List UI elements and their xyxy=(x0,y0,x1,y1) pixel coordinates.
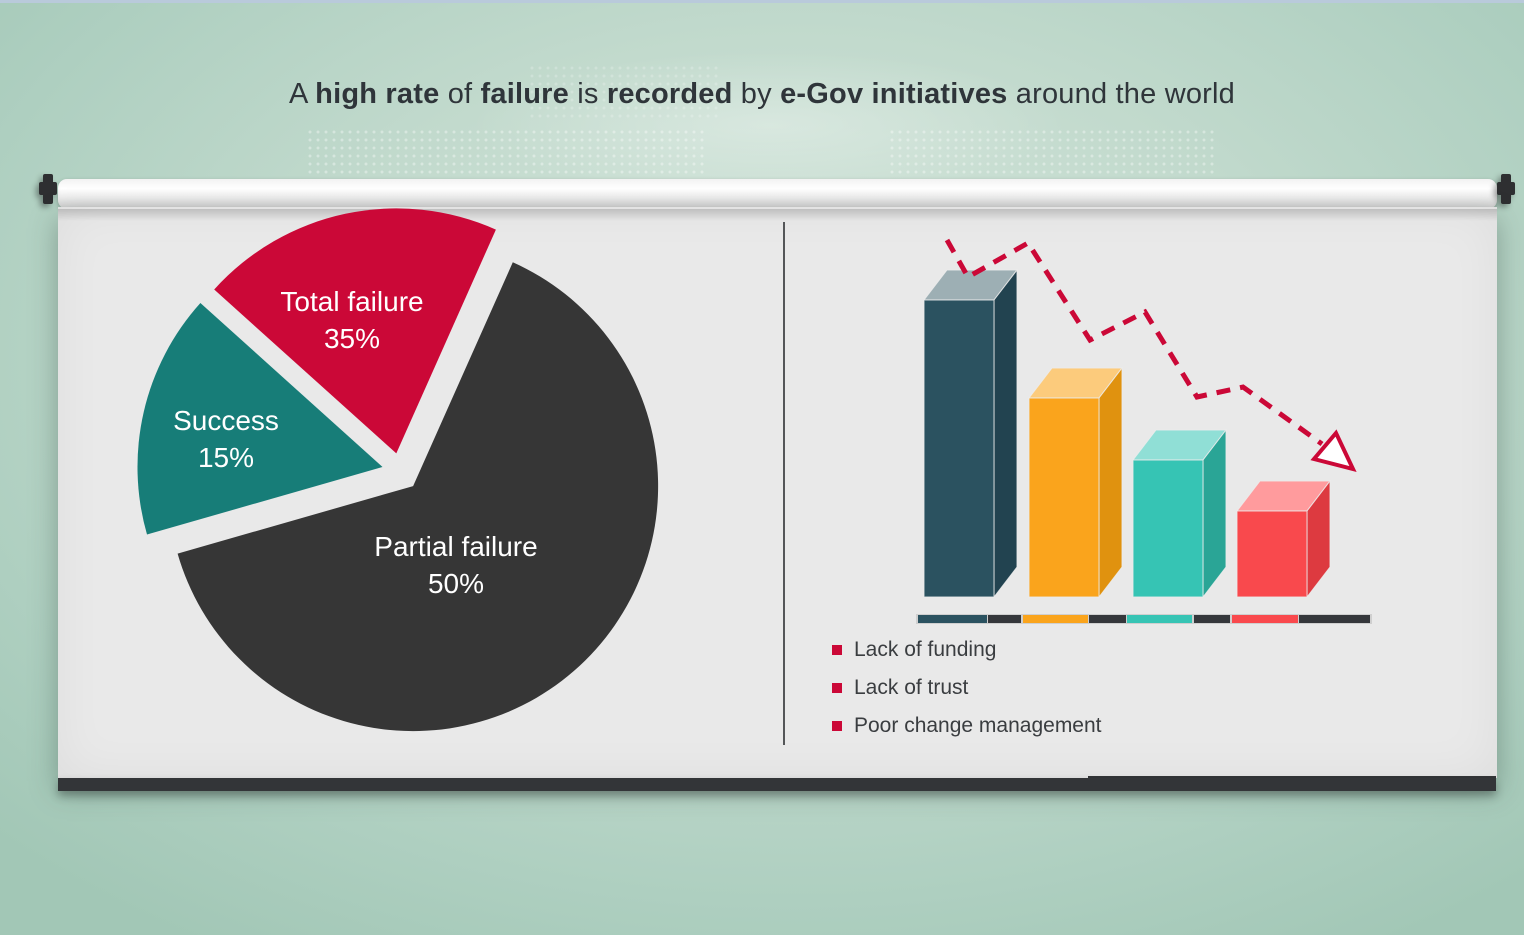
legend-label: Poor change management xyxy=(854,714,1102,737)
pie-label-value: 35% xyxy=(323,323,381,354)
title-segment: recorded xyxy=(606,78,733,110)
title-segment: failure xyxy=(480,78,569,110)
pie-label-value: 15% xyxy=(197,442,255,473)
roller-shadow xyxy=(58,209,1497,221)
title-segment: high rate xyxy=(315,78,440,110)
pie-label-text: Partial failure xyxy=(374,531,538,562)
legend-bullet-icon xyxy=(832,721,842,731)
title-segment: of xyxy=(439,78,481,110)
legend-item: Lack of funding xyxy=(832,638,1102,662)
projector-screen-roller xyxy=(58,179,1497,209)
legend-bullet-icon xyxy=(832,645,842,655)
title-segment: A xyxy=(288,78,316,110)
legend-bullet-icon xyxy=(832,683,842,693)
pie-label-partial-failure: Partial failure 50% xyxy=(374,528,537,602)
pie-label-text: Success xyxy=(173,405,279,436)
bar-chart-legend: Lack of funding Lack of trust Poor chang… xyxy=(832,638,1102,752)
title-segment: by xyxy=(732,78,781,110)
pie-label-text: Total failure xyxy=(280,286,424,317)
legend-item: Lack of trust xyxy=(832,676,1102,700)
title-segment: is xyxy=(568,78,607,110)
projector-screen-sheet xyxy=(58,207,1497,778)
screen-bottom-bar xyxy=(58,778,1496,791)
world-map-dots xyxy=(888,128,1218,174)
top-edge-strip xyxy=(0,0,1524,3)
legend-label: Lack of funding xyxy=(854,638,997,661)
title-segment: around the world xyxy=(1007,78,1236,110)
screen-bracket-left xyxy=(39,174,57,204)
panel-divider-line xyxy=(783,222,785,745)
legend-label: Lack of trust xyxy=(854,676,969,699)
page-title: A high rate of failure is recorded by e-… xyxy=(0,78,1524,111)
title-segment: e-Gov initiatives xyxy=(780,78,1008,110)
screen-bracket-right xyxy=(1497,174,1515,204)
pie-label-success: Success 15% xyxy=(173,402,279,476)
pie-label-total-failure: Total failure 35% xyxy=(280,283,423,357)
legend-item: Poor change management xyxy=(832,714,1102,738)
pie-label-value: 50% xyxy=(427,568,485,599)
world-map-dots xyxy=(306,128,706,174)
